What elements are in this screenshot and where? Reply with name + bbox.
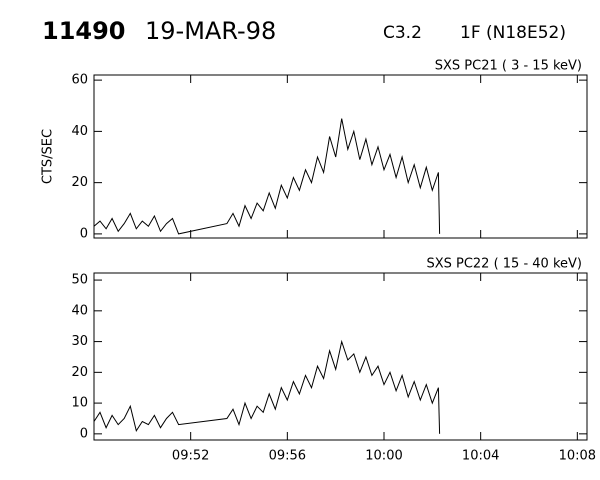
y-tick-label: 20 xyxy=(71,365,88,380)
y-tick-label: 40 xyxy=(71,124,88,139)
x-tick-label: 10:04 xyxy=(462,449,499,464)
y-tick-label: 10 xyxy=(71,396,88,411)
x-tick-label: 10:00 xyxy=(365,449,402,464)
count-rate-line xyxy=(93,339,441,434)
plot-frame xyxy=(93,272,588,441)
x-tick-label: 09:52 xyxy=(172,449,209,464)
y-tick-label: 30 xyxy=(71,334,88,349)
y-axis-label: CTS/SEC xyxy=(41,129,56,184)
y-tick-label: 20 xyxy=(71,175,88,190)
y-tick-label: 40 xyxy=(71,303,88,318)
event-id: 11490 xyxy=(42,17,126,45)
optical-class: 1F (N18E52) xyxy=(460,23,566,43)
count-rate-line xyxy=(93,118,441,235)
y-tick-label: 0 xyxy=(80,226,88,241)
flare-class: C3.2 xyxy=(383,23,422,43)
x-tick-label: 09:56 xyxy=(269,449,306,464)
y-tick-label: 0 xyxy=(80,426,88,441)
y-tick-label: 50 xyxy=(71,273,88,288)
y-tick-label: 60 xyxy=(71,73,88,88)
series-label: SXS PC21 ( 3 - 15 keV) xyxy=(435,59,582,74)
event-date: 19-MAR-98 xyxy=(145,17,276,45)
series-label: SXS PC22 ( 15 - 40 keV) xyxy=(426,257,582,272)
x-tick-label: 10:08 xyxy=(559,449,596,464)
plot-frame xyxy=(93,74,588,239)
